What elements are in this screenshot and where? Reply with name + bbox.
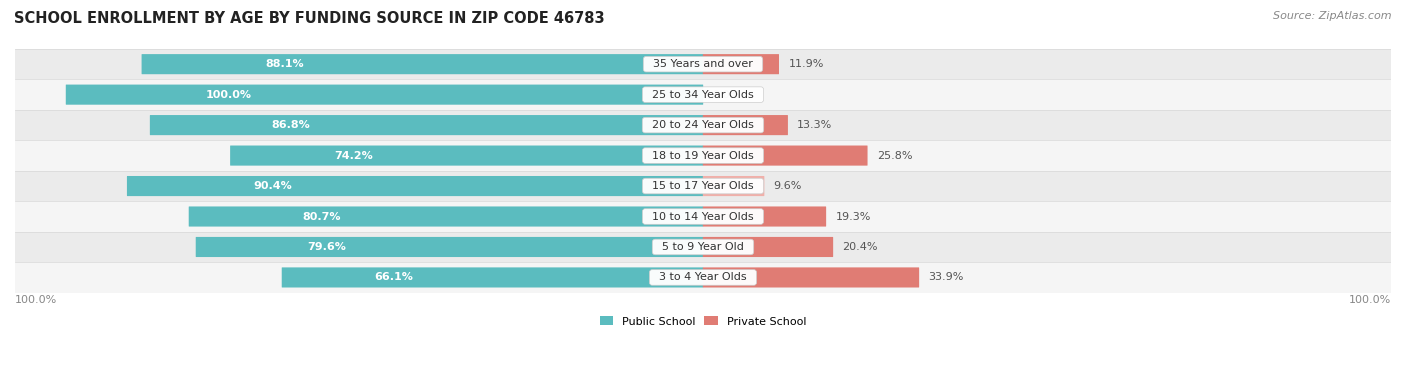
Text: 25.8%: 25.8% — [877, 150, 912, 161]
Text: 3 to 4 Year Olds: 3 to 4 Year Olds — [652, 273, 754, 282]
Text: 88.1%: 88.1% — [266, 59, 304, 69]
FancyBboxPatch shape — [195, 237, 703, 257]
FancyBboxPatch shape — [703, 115, 787, 135]
Text: 66.1%: 66.1% — [374, 273, 413, 282]
Bar — [15, 140, 1391, 171]
Text: 100.0%: 100.0% — [1348, 294, 1391, 305]
Text: 100.0%: 100.0% — [15, 294, 58, 305]
Text: SCHOOL ENROLLMENT BY AGE BY FUNDING SOURCE IN ZIP CODE 46783: SCHOOL ENROLLMENT BY AGE BY FUNDING SOUR… — [14, 11, 605, 26]
Text: Source: ZipAtlas.com: Source: ZipAtlas.com — [1274, 11, 1392, 21]
Legend: Public School, Private School: Public School, Private School — [595, 312, 811, 331]
FancyBboxPatch shape — [703, 237, 834, 257]
Text: 5 to 9 Year Old: 5 to 9 Year Old — [655, 242, 751, 252]
FancyBboxPatch shape — [703, 54, 779, 74]
Text: 90.4%: 90.4% — [254, 181, 292, 191]
Bar — [15, 201, 1391, 232]
Text: 10 to 14 Year Olds: 10 to 14 Year Olds — [645, 211, 761, 222]
FancyBboxPatch shape — [231, 146, 703, 166]
Text: 25 to 34 Year Olds: 25 to 34 Year Olds — [645, 90, 761, 100]
Text: 100.0%: 100.0% — [207, 90, 252, 100]
Bar — [15, 171, 1391, 201]
Text: 33.9%: 33.9% — [928, 273, 965, 282]
Text: 19.3%: 19.3% — [835, 211, 870, 222]
Text: 20 to 24 Year Olds: 20 to 24 Year Olds — [645, 120, 761, 130]
Text: 11.9%: 11.9% — [789, 59, 824, 69]
Text: 9.6%: 9.6% — [773, 181, 801, 191]
Bar — [15, 80, 1391, 110]
FancyBboxPatch shape — [188, 207, 703, 227]
Bar — [15, 110, 1391, 140]
Text: 0.0%: 0.0% — [713, 90, 741, 100]
FancyBboxPatch shape — [281, 267, 703, 288]
Text: 35 Years and over: 35 Years and over — [647, 59, 759, 69]
FancyBboxPatch shape — [127, 176, 703, 196]
FancyBboxPatch shape — [703, 267, 920, 288]
Text: 15 to 17 Year Olds: 15 to 17 Year Olds — [645, 181, 761, 191]
Text: 20.4%: 20.4% — [842, 242, 877, 252]
FancyBboxPatch shape — [66, 84, 703, 105]
FancyBboxPatch shape — [703, 176, 765, 196]
Text: 86.8%: 86.8% — [271, 120, 311, 130]
Text: 18 to 19 Year Olds: 18 to 19 Year Olds — [645, 150, 761, 161]
Text: 80.7%: 80.7% — [302, 211, 340, 222]
FancyBboxPatch shape — [703, 146, 868, 166]
Text: 74.2%: 74.2% — [335, 150, 373, 161]
FancyBboxPatch shape — [703, 207, 827, 227]
Bar — [15, 49, 1391, 80]
FancyBboxPatch shape — [142, 54, 703, 74]
Text: 79.6%: 79.6% — [308, 242, 346, 252]
FancyBboxPatch shape — [150, 115, 703, 135]
Text: 13.3%: 13.3% — [797, 120, 832, 130]
Bar — [15, 262, 1391, 293]
Bar — [15, 232, 1391, 262]
